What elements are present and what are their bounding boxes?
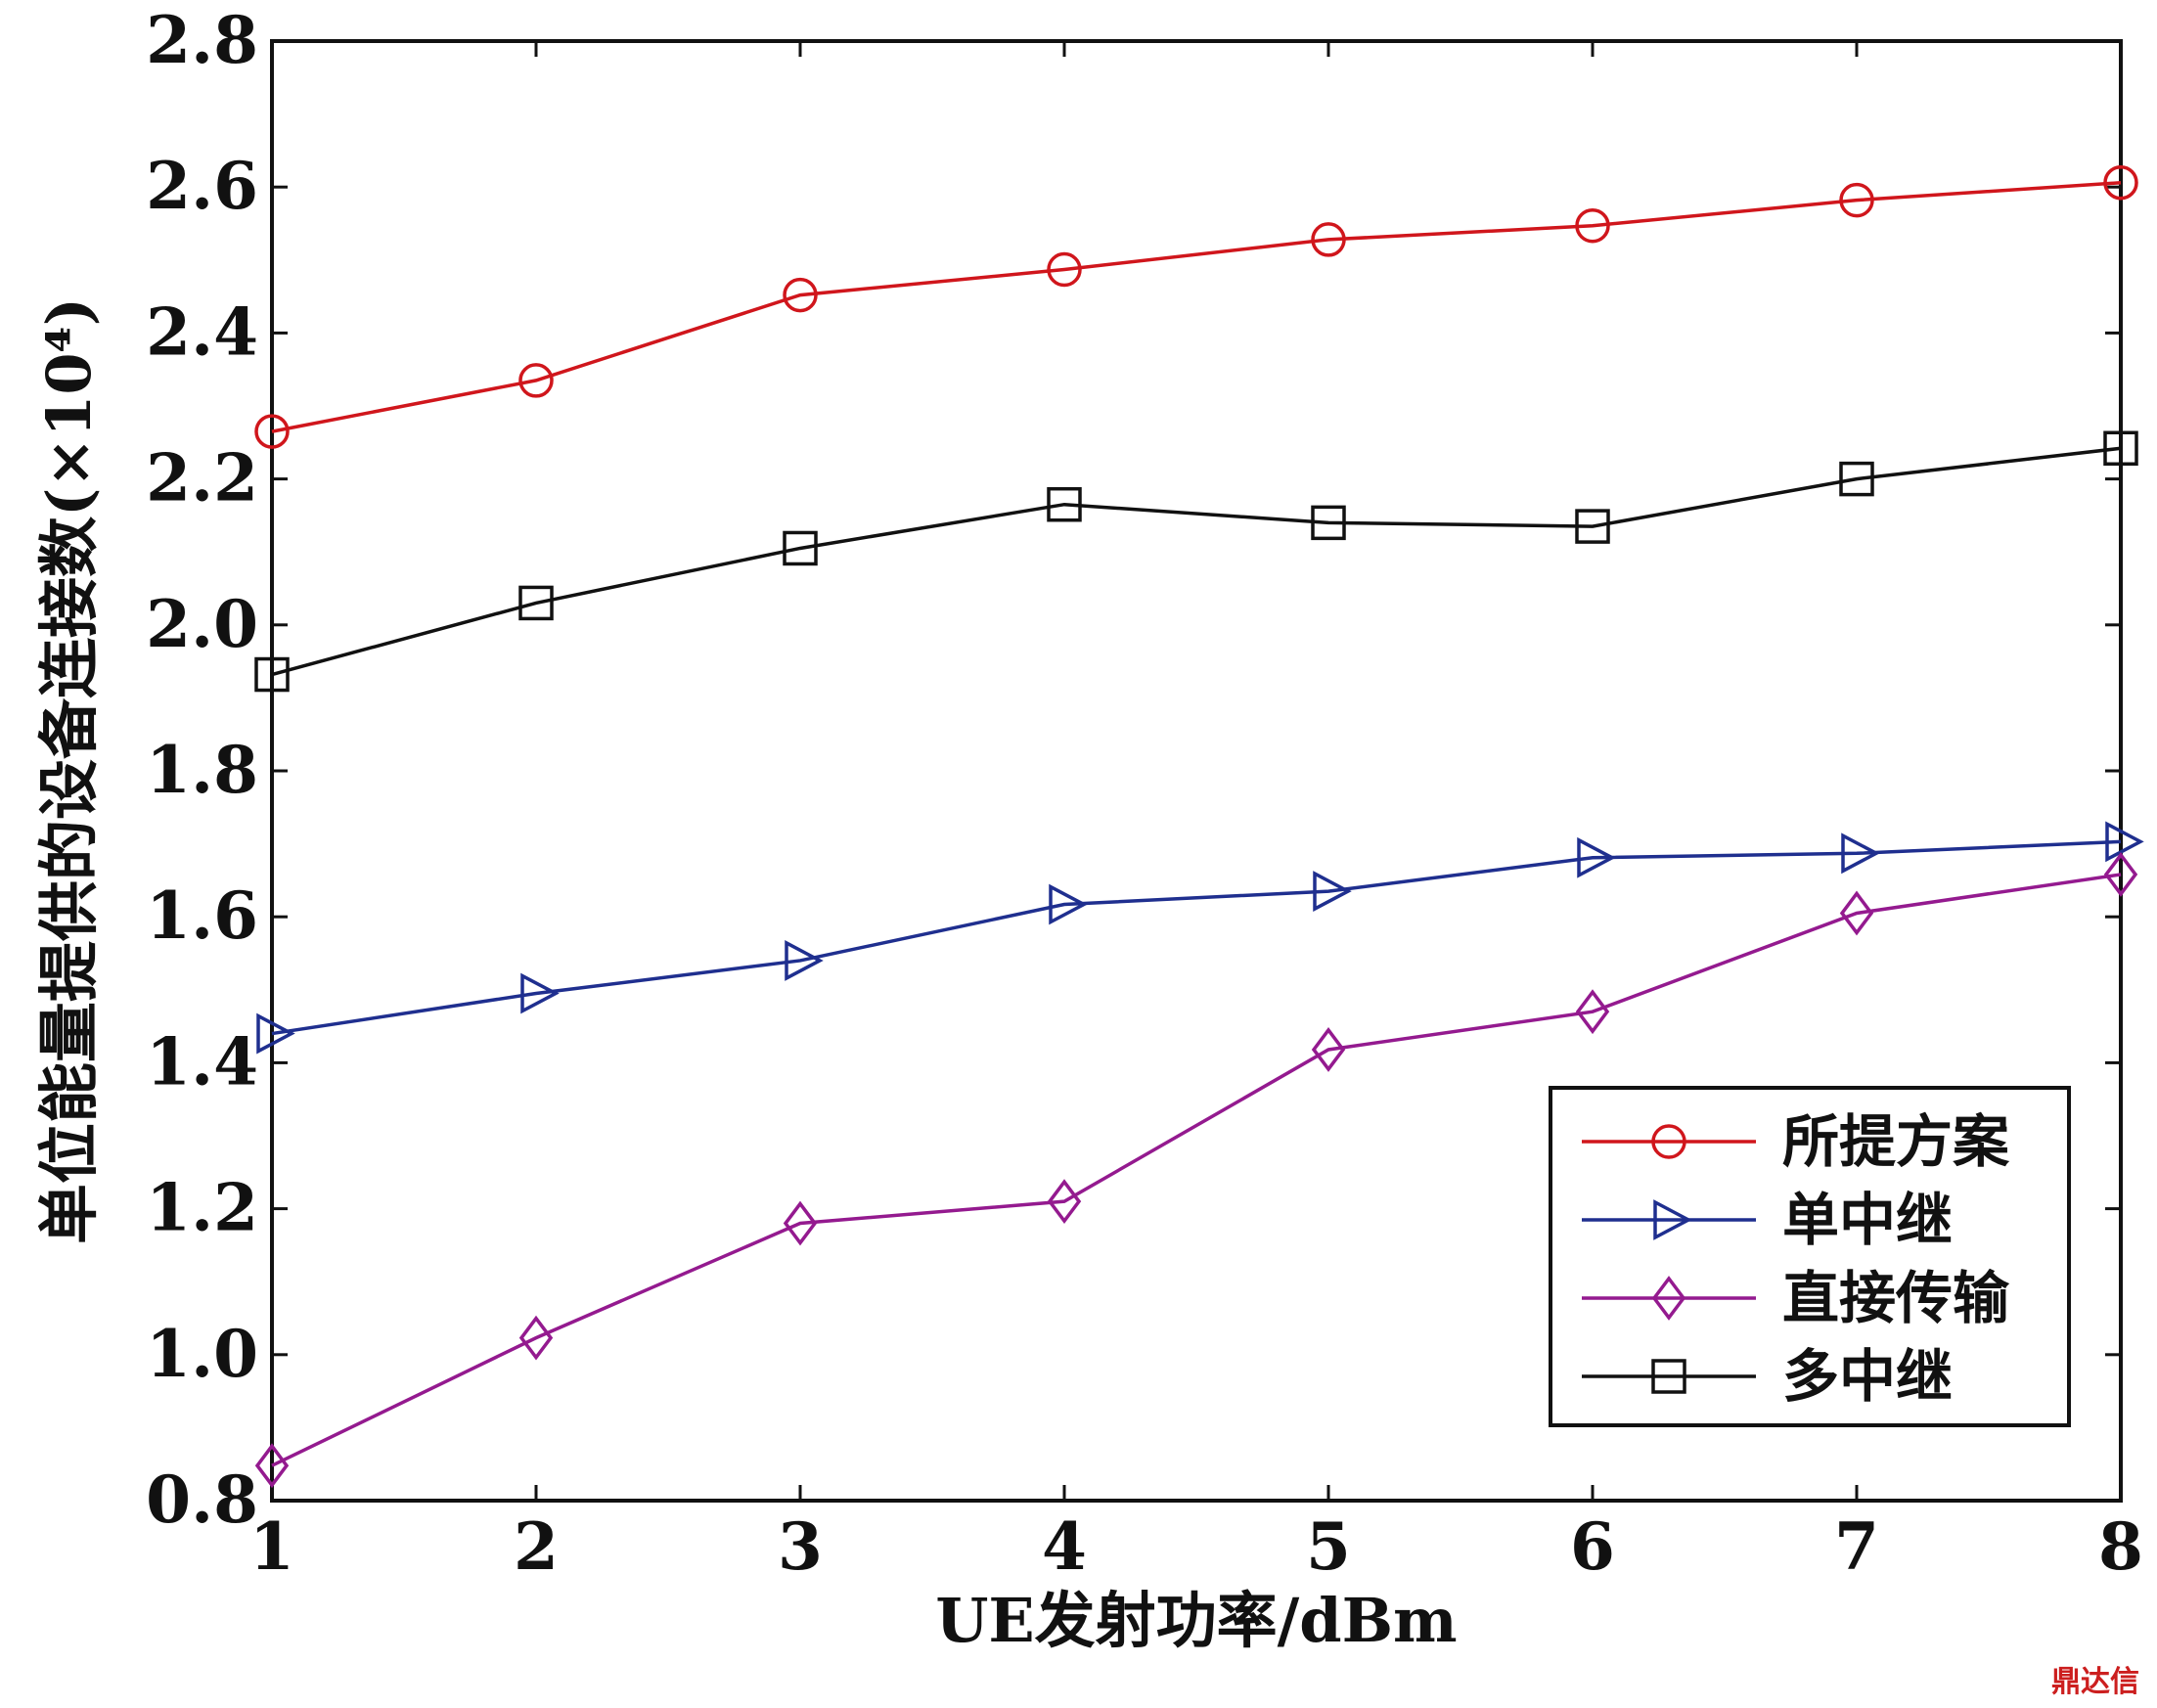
y-tick-label: 0.8 [146,1461,258,1538]
data-point-triangle [1577,836,1616,878]
data-point-triangle [1049,883,1088,925]
x-tick-label: 6 [1570,1508,1615,1585]
series-line [271,446,2122,677]
data-point-triangle [256,1012,295,1055]
data-point-square [783,530,818,566]
data-point-triangle [785,940,824,981]
data-point-circle [1575,207,1610,244]
data-point-square [254,656,290,693]
y-tick-label: 2.2 [146,440,258,517]
x-tick-label: 1 [249,1508,294,1585]
series-3 [254,852,2138,1489]
data-point-circle [1047,251,1082,288]
watermark-logo: 鼎达信 [2051,1665,2139,1699]
data-point-circle [1311,222,1346,257]
series-line [271,180,2122,433]
data-point-diamond [2103,852,2138,897]
data-point-diamond [1575,989,1610,1035]
legend-entry: 所提方案 [1582,1108,2010,1175]
legend-entry: 直接传输 [1582,1265,2010,1331]
legend-entry: 单中继 [1582,1187,1953,1253]
y-tick-label: 1.0 [146,1316,258,1392]
data-point-square [518,585,554,621]
data-point-triangle [2105,821,2144,863]
data-point-triangle [1313,871,1352,912]
data-point-square [1839,461,1874,497]
legend-label: 单中继 [1782,1187,1953,1253]
data-point-circle [518,363,554,398]
y-tick-label: 2.4 [146,293,258,370]
data-point-diamond [518,1315,554,1361]
legend-label: 直接传输 [1782,1265,2010,1331]
y-tick-label: 1.8 [146,732,258,808]
x-tick-label: 4 [1042,1508,1087,1585]
y-tick-label: 1.2 [146,1170,258,1246]
data-point-diamond [1651,1276,1686,1321]
y-tick-label: 2.0 [146,586,258,662]
x-tick-label: 2 [514,1508,559,1585]
legend-entry: 多中继 [1582,1343,1953,1410]
series-line [271,839,2122,1036]
y-tick-label: 2.8 [146,2,258,78]
legend-label: 所提方案 [1782,1108,2010,1175]
y-tick-label: 1.4 [146,1023,258,1100]
data-point-diamond [1047,1179,1082,1225]
y-axis-title: 单位能量提供的设备连接数(×10⁴) [33,297,105,1244]
y-tick-label: 1.6 [146,877,258,954]
data-point-diamond [254,1443,290,1489]
data-point-square [1575,509,1610,544]
data-point-diamond [1311,1027,1346,1072]
series-2 [256,821,2144,1055]
x-tick-label: 7 [1834,1508,1879,1585]
series-group [254,164,2144,1489]
series-1 [254,164,2138,449]
data-point-circle [2103,164,2138,201]
data-point-square [1047,486,1082,522]
data-point-diamond [1839,890,1874,936]
y-tick-label: 2.6 [146,148,258,224]
data-point-circle [1839,182,1874,218]
legend-label: 多中继 [1782,1343,1953,1410]
series-4 [254,430,2138,693]
data-point-square [2103,430,2138,467]
x-tick-label: 3 [778,1508,823,1585]
data-point-circle [783,277,818,313]
data-point-diamond [783,1200,818,1246]
data-point-triangle [1653,1199,1692,1240]
x-tick-label: 5 [1306,1508,1351,1585]
data-point-circle [1651,1124,1686,1159]
legend-box [1549,1086,2071,1427]
x-tick-label: 8 [2098,1508,2143,1585]
data-point-square [1651,1359,1686,1394]
axis-ticks: 1 2 3 4 5 6 7 8 0.8 1.0 1.2 1.4 1.6 1.8 2.0 2.2 2.4 2.6 2.… [146,2,2143,1585]
series-line [271,873,2122,1467]
data-point-triangle [1841,832,1880,875]
data-point-circle [254,414,290,449]
data-point-triangle [520,972,560,1014]
data-point-square [1311,505,1346,541]
x-axis-title: UE发射功率/dBm [935,1585,1457,1656]
